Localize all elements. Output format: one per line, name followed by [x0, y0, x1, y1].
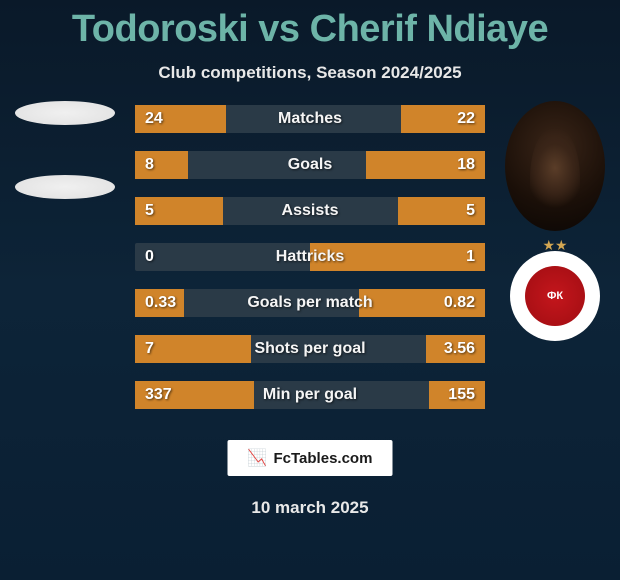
player-right-club-badge: ★★ ФК	[510, 251, 600, 341]
stat-right-value: 1	[466, 248, 475, 266]
stat-row: 0 1 Hattricks	[135, 243, 485, 271]
stat-label: Goals	[288, 156, 332, 174]
stat-left-value: 337	[145, 386, 172, 404]
chart-icon: 📈	[248, 448, 268, 468]
player-left-column	[10, 101, 120, 199]
stat-row: 5 5 Assists	[135, 197, 485, 225]
player-left-avatar-placeholder	[15, 101, 115, 125]
stat-row: 7 3.56 Shots per goal	[135, 335, 485, 363]
stat-label: Assists	[282, 202, 339, 220]
stat-left-value: 0.33	[145, 294, 176, 312]
subtitle: Club competitions, Season 2024/2025	[0, 63, 620, 83]
stat-left-value: 0	[145, 248, 154, 266]
club-badge-text: ФК	[525, 266, 585, 326]
stat-right-value: 0.82	[444, 294, 475, 312]
report-date: 10 march 2025	[0, 498, 620, 518]
stat-row: 8 18 Goals	[135, 151, 485, 179]
stat-left-value: 8	[145, 156, 154, 174]
stat-bar-left-fill	[135, 151, 188, 179]
stat-right-value: 5	[466, 202, 475, 220]
site-logo-text: FcTables.com	[274, 450, 373, 467]
comparison-panel: ★★ ФК 24 22 Matches 8 18 Goals 5 5 Assists 0 1 Hatt…	[0, 101, 620, 441]
stat-right-value: 155	[448, 386, 475, 404]
player-left-club-placeholder	[15, 175, 115, 199]
stat-label: Goals per match	[247, 294, 372, 312]
club-stars-icon: ★★	[542, 237, 567, 254]
stat-left-value: 24	[145, 110, 163, 128]
stat-label: Hattricks	[276, 248, 344, 266]
player-right-photo	[505, 101, 605, 231]
stat-row: 0.33 0.82 Goals per match	[135, 289, 485, 317]
stat-right-value: 3.56	[444, 340, 475, 358]
site-logo[interactable]: 📈 FcTables.com	[228, 440, 393, 476]
page-title: Todoroski vs Cherif Ndiaye	[0, 0, 620, 51]
stat-label: Shots per goal	[254, 340, 365, 358]
stat-row: 337 155 Min per goal	[135, 381, 485, 409]
stat-left-value: 7	[145, 340, 154, 358]
stat-left-value: 5	[145, 202, 154, 220]
stat-row: 24 22 Matches	[135, 105, 485, 133]
stat-right-value: 18	[457, 156, 475, 174]
stat-label: Min per goal	[263, 386, 357, 404]
stat-label: Matches	[278, 110, 342, 128]
player-right-column: ★★ ФК	[500, 101, 610, 341]
stat-bars: 2422Matches818Goals55Assists01Hattricks0…	[135, 105, 485, 409]
stat-right-value: 22	[457, 110, 475, 128]
